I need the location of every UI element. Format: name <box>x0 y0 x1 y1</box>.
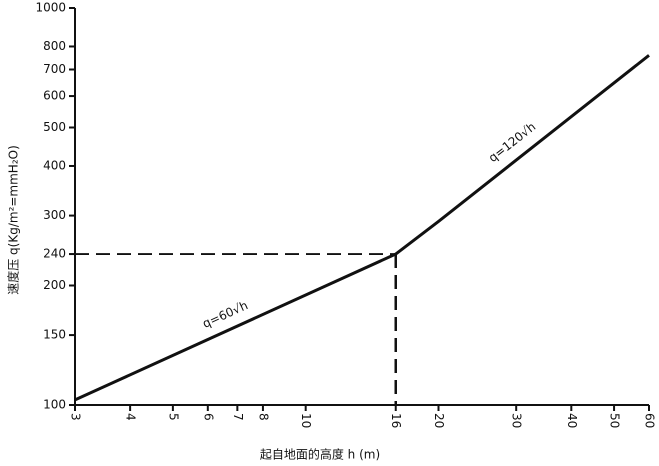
x-tick-label: 20 <box>432 413 446 428</box>
y-tick-label: 1000 <box>35 1 66 15</box>
x-tick-label: 16 <box>389 413 403 428</box>
y-tick-label: 500 <box>43 120 66 134</box>
x-tick-label: 10 <box>299 413 313 428</box>
x-tick-label: 7 <box>231 413 245 421</box>
y-tick-label: 200 <box>43 278 66 292</box>
series-line <box>394 54 650 256</box>
y-tick-label: 150 <box>43 328 66 342</box>
x-tick-label: 8 <box>256 413 270 421</box>
x-tick-label: 3 <box>69 413 83 421</box>
x-tick-label: 6 <box>201 413 215 421</box>
y-tick-label: 600 <box>43 89 66 103</box>
series-label: q=120√h <box>486 120 539 165</box>
y-tick-label: 400 <box>43 158 66 172</box>
x-tick-label: 5 <box>166 413 180 421</box>
y-axis-label: 速度压 q(Kg/m²=mmH₂O) <box>6 145 21 295</box>
y-tick-label: 800 <box>43 39 66 53</box>
x-tick-label: 50 <box>608 413 622 428</box>
x-tick-label: 60 <box>643 413 657 428</box>
y-tick-label: 700 <box>43 62 66 76</box>
x-tick-label: 40 <box>565 413 579 428</box>
y-tick-label: 100 <box>43 398 66 412</box>
y-tick-label: 300 <box>43 208 66 222</box>
series-line <box>74 252 397 402</box>
x-tick-label: 4 <box>124 413 138 421</box>
y-tick-label: 240 <box>43 247 66 261</box>
x-axis-label: 起自地面的高度 h (m) <box>260 447 380 462</box>
series-label: q=60√h <box>200 298 250 331</box>
x-tick-label: 30 <box>510 413 524 428</box>
